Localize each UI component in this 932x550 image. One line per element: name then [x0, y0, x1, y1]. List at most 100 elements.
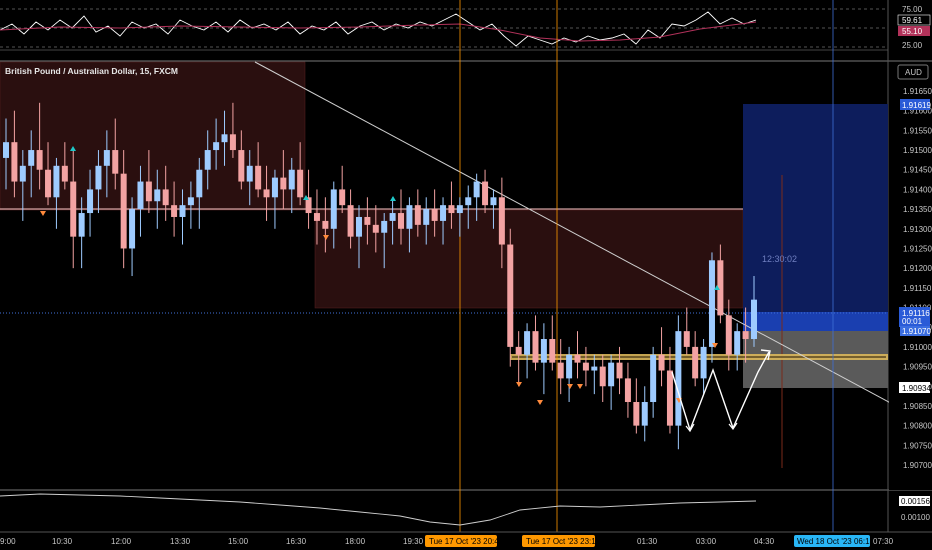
- candle-body: [103, 150, 110, 166]
- price-tick-label: 1.90700: [903, 461, 932, 470]
- price-tick-label: 1.90850: [903, 402, 932, 411]
- candle-body: [734, 331, 741, 355]
- candle-body: [70, 181, 77, 237]
- oscillator-pane: 0.00156 0.00100: [0, 493, 930, 526]
- candle-body: [288, 169, 295, 190]
- current-price-tag: [899, 307, 930, 327]
- candle-body: [372, 224, 379, 233]
- time-label: 16:30: [286, 537, 307, 546]
- candle-body: [322, 220, 329, 229]
- price-tick-label: 1.90750: [903, 441, 932, 450]
- candle-body: [263, 189, 270, 198]
- marker-down: [516, 382, 522, 387]
- oscillator-value-tag: [899, 496, 930, 506]
- price-tick-label: 1.90950: [903, 363, 932, 372]
- time-label: 04:30: [754, 537, 775, 546]
- candle-body: [213, 142, 220, 151]
- stop-price-tag: [899, 382, 930, 393]
- trendline[interactable]: [254, 61, 901, 409]
- rsi-value-tag: [897, 14, 931, 26]
- candle-body: [692, 346, 699, 379]
- candle-body: [507, 244, 514, 347]
- projection-arrowhead: [760, 349, 771, 361]
- time-label: 07:30: [873, 537, 894, 546]
- candle-body: [339, 189, 346, 206]
- oscillator-level-label: 0.00100: [901, 513, 930, 522]
- candle-body: [641, 402, 648, 426]
- price-tick-label: 1.91500: [903, 146, 932, 155]
- price-tick-label: 1.91350: [903, 205, 932, 214]
- candle-body: [246, 165, 253, 182]
- candle-body: [650, 354, 657, 403]
- currency-button[interactable]: [897, 64, 929, 80]
- candle-body: [162, 189, 169, 206]
- candle-body: [448, 205, 455, 214]
- currency-label: AUD: [905, 68, 922, 77]
- time-highlight-tag-1: [425, 535, 497, 547]
- marker-up: [390, 196, 396, 201]
- candle-body: [708, 260, 715, 347]
- marker-down: [712, 343, 718, 348]
- candle-body: [305, 197, 312, 214]
- candle-body: [540, 339, 547, 363]
- candle-body: [145, 181, 152, 202]
- price-tick-label: 1.91200: [903, 264, 932, 273]
- rsi-ma-label: 55.10: [902, 27, 923, 36]
- projection-drawing[interactable]: [671, 351, 770, 433]
- chart-title: British Pound / Australian Dollar, 15, F…: [5, 66, 178, 76]
- candle-body: [675, 331, 682, 426]
- candle-body: [36, 150, 43, 170]
- price-tick-label: 1.91600: [903, 107, 932, 116]
- candle-body: [751, 299, 757, 340]
- candle-body: [599, 366, 606, 387]
- time-axis[interactable]: 9:00 10:30 12:00 13:30 15:00 16:30 18:00…: [0, 531, 932, 547]
- candle-body: [482, 181, 489, 206]
- rsi-level-75-label: 75.00: [902, 5, 923, 14]
- resistance-zone-right: [314, 209, 744, 309]
- rsi-value-label: 59.61: [902, 16, 923, 25]
- candle-body: [608, 362, 615, 387]
- marker-up: [714, 285, 720, 290]
- candle-body: [154, 189, 161, 202]
- candle-body: [347, 205, 354, 237]
- time-label: 03:00: [696, 537, 717, 546]
- price-tick-label: 1.91300: [903, 225, 932, 234]
- position-target-zone[interactable]: [743, 104, 888, 312]
- candle-body: [742, 331, 749, 340]
- time-label: 10:30: [52, 537, 73, 546]
- entry-price-label: 1.91070: [902, 327, 931, 336]
- candle-body: [87, 189, 94, 214]
- candle-body: [19, 165, 26, 182]
- candle-body: [280, 177, 287, 190]
- candle-body: [255, 165, 262, 190]
- time-highlight-tag-3: [794, 535, 870, 547]
- candle-body: [591, 366, 598, 371]
- candle-body: [120, 173, 127, 249]
- time-label: 13:30: [170, 537, 191, 546]
- candle-body: [566, 354, 573, 379]
- price-pane[interactable]: 12:30:02: [0, 0, 901, 532]
- projection-tick: [728, 422, 738, 431]
- time-label: 01:30: [637, 537, 658, 546]
- marker-down: [537, 400, 543, 405]
- candle-body: [204, 150, 211, 170]
- candle-body: [582, 362, 589, 371]
- candle-body: [330, 189, 337, 229]
- candle-body: [717, 260, 724, 316]
- candle-body: [137, 181, 144, 210]
- time-highlight-label-1: Tue 17 Oct '23 20:45: [429, 537, 504, 546]
- position-target-near: [743, 312, 888, 331]
- candle-body: [700, 346, 707, 379]
- candle-body: [658, 354, 665, 371]
- candle-body: [524, 331, 531, 355]
- entry-price-tag: [900, 326, 930, 336]
- time-highlight-label-3: Wed 18 Oct '23 06:15: [797, 537, 875, 546]
- price-axis[interactable]: AUD 1.91650 1.91600 1.91550 1.91500 1.91450 1…: [889, 62, 932, 490]
- candle-body: [456, 205, 463, 214]
- marker-up: [70, 146, 76, 151]
- candle-body: [574, 354, 581, 363]
- time-label-partial: 9:00: [0, 537, 16, 546]
- candle-body: [465, 197, 472, 206]
- time-highlight-tag-2: [522, 535, 595, 547]
